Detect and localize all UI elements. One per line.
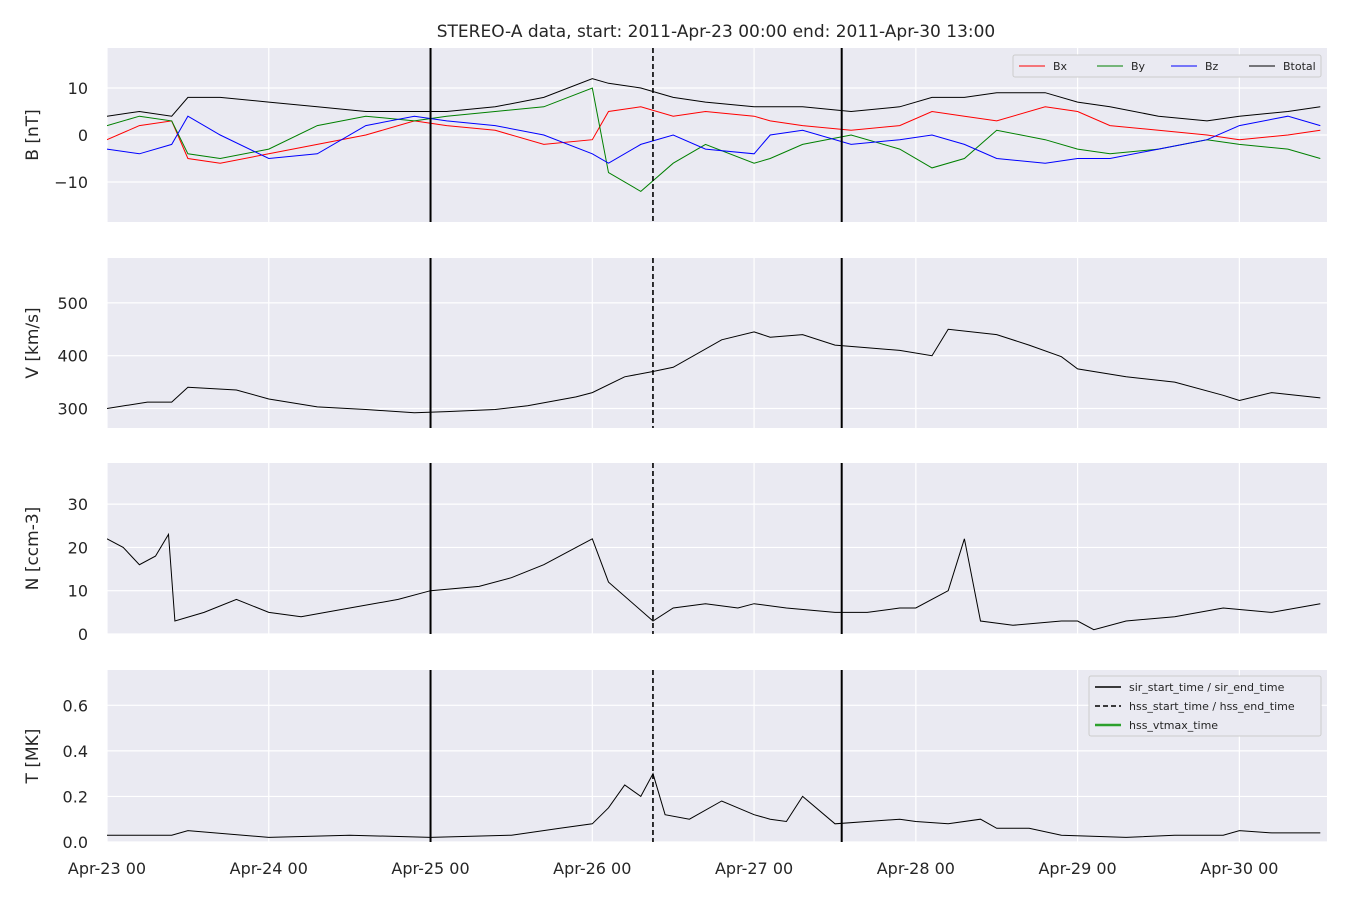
panel-V: 300 400 500 V [km/s] bbox=[23, 258, 1327, 428]
y-axis-label: B [nT] bbox=[23, 109, 43, 161]
legend-label: hss_start_time / hss_end_time bbox=[1129, 700, 1295, 713]
y-tick-label: 30 bbox=[68, 495, 88, 514]
legend-label: Btotal bbox=[1283, 60, 1316, 73]
legend-label: hss_vtmax_time bbox=[1129, 719, 1218, 732]
series-line-bx bbox=[107, 106, 1321, 164]
y-tick-label: −10 bbox=[54, 173, 88, 192]
x-tick-label: Apr-29 00 bbox=[1038, 859, 1116, 878]
y-tick-label: 0.2 bbox=[63, 787, 88, 806]
x-tick-labels: Apr-23 00 Apr-24 00 Apr-25 00 Apr-26 00 Apr-… bbox=[68, 859, 1279, 878]
x-tick-label: Apr-28 00 bbox=[877, 859, 955, 878]
legend-label: Bx bbox=[1053, 60, 1068, 73]
series-group bbox=[107, 328, 1321, 414]
panel-B: −10 0 10 B [nT] Bx By Bz Btotal bbox=[23, 48, 1327, 222]
y-tick-label: 0.6 bbox=[63, 696, 88, 715]
y-axis-label: N [ccm-3] bbox=[23, 507, 43, 591]
y-tick-label: 400 bbox=[57, 347, 88, 366]
series-group bbox=[107, 78, 1321, 193]
legend-frame bbox=[1088, 675, 1322, 737]
x-tick-label: Apr-26 00 bbox=[553, 859, 631, 878]
series-line-t bbox=[107, 772, 1321, 838]
legend-label: Bz bbox=[1205, 60, 1219, 73]
y-tick-label: 0 bbox=[78, 625, 88, 644]
y-tick-label: 0.0 bbox=[63, 833, 88, 852]
x-tick-label: Apr-30 00 bbox=[1200, 859, 1278, 878]
y-tick-label: 10 bbox=[68, 582, 88, 601]
legend-label: By bbox=[1131, 60, 1146, 73]
panel-T: 0.0 0.2 0.4 0.6 T [MK] sir_start_time / sir_e… bbox=[23, 670, 1327, 852]
x-tick-label: Apr-23 00 bbox=[68, 859, 146, 878]
y-tick-label: 0.4 bbox=[63, 742, 88, 761]
series-line-by bbox=[107, 87, 1321, 193]
y-tick-label: 300 bbox=[57, 399, 88, 418]
series-line-v bbox=[107, 328, 1321, 414]
series-group bbox=[107, 532, 1321, 631]
y-axis-label: V [km/s] bbox=[23, 307, 43, 378]
series-group bbox=[107, 772, 1321, 838]
y-tick-label: 0 bbox=[78, 126, 88, 145]
legend-frame bbox=[1012, 54, 1322, 78]
series-line-bz bbox=[107, 115, 1321, 164]
x-tick-label: Apr-24 00 bbox=[230, 859, 308, 878]
x-tick-label: Apr-25 00 bbox=[391, 859, 469, 878]
y-axis-label: T [MK] bbox=[23, 729, 43, 785]
figure-title: STEREO-A data, start: 2011-Apr-23 00:00 … bbox=[437, 22, 996, 42]
y-tick-label: 20 bbox=[68, 538, 88, 557]
series-line-n bbox=[107, 532, 1321, 631]
y-tick-label: 500 bbox=[57, 294, 88, 313]
series-line-btotal bbox=[107, 78, 1321, 122]
panel-background bbox=[107, 463, 1327, 634]
legend-b: Bx By Bz Btotal bbox=[1012, 54, 1322, 78]
x-tick-label: Apr-27 00 bbox=[715, 859, 793, 878]
panel-N: 0 10 20 30 N [ccm-3] bbox=[23, 463, 1327, 644]
legend-t: sir_start_time / sir_end_time hss_start_t… bbox=[1088, 675, 1322, 737]
legend-label: sir_start_time / sir_end_time bbox=[1129, 681, 1285, 694]
y-tick-label: 10 bbox=[68, 79, 88, 98]
